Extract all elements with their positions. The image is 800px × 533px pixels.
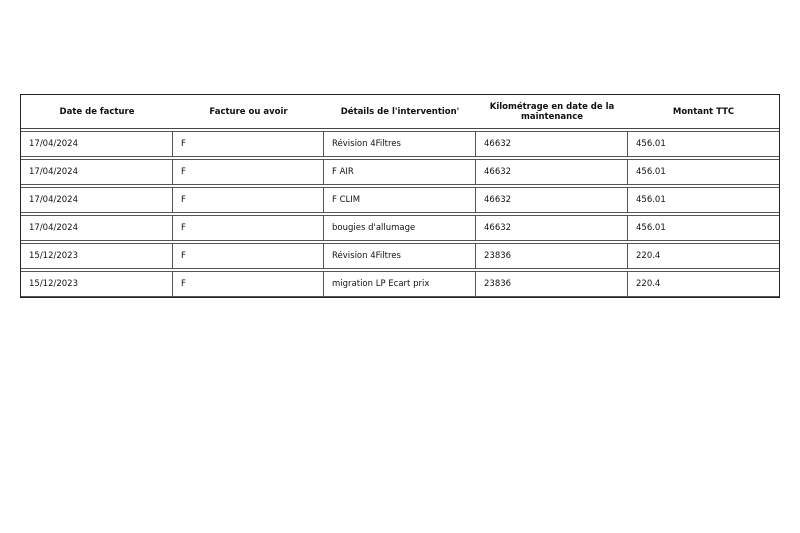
cell-type: F <box>173 216 324 240</box>
header-date: Date de facture <box>59 106 135 117</box>
cell-details: F CLIM <box>324 188 476 212</box>
cell-date: 17/04/2024 <box>21 160 173 184</box>
cell-details: bougies d'allumage <box>324 216 476 240</box>
cell-amount: 220.4 <box>636 279 661 289</box>
cell-type: F <box>173 272 324 296</box>
header-amount: Montant TTC <box>672 106 735 117</box>
header-details: Détails de l'intervention' <box>340 106 460 117</box>
cell-type: F <box>173 244 324 268</box>
cell-date: 15/12/2023 <box>21 244 173 268</box>
cell-mileage: 23836 <box>476 272 628 296</box>
cell-amount: 456.01 <box>636 139 666 149</box>
table-header-row: Date de facture Facture ou avoir Détails… <box>21 95 779 129</box>
header-type: Facture ou avoir <box>209 106 288 117</box>
cell-mileage: 23836 <box>476 244 628 268</box>
cell-mileage: 46632 <box>476 132 628 156</box>
cell-type: F <box>173 132 324 156</box>
header-mileage: Kilométrage en date de la maintenance <box>489 101 615 122</box>
cell-mileage: 46632 <box>476 188 628 212</box>
cell-date: 17/04/2024 <box>21 216 173 240</box>
cell-type: F <box>173 188 324 212</box>
cell-mileage: 46632 <box>476 216 628 240</box>
cell-details: Révision 4Filtres <box>324 132 476 156</box>
table-row: 17/04/2024 F F CLIM 46632 456.01 <box>21 187 779 213</box>
cell-date: 17/04/2024 <box>21 188 173 212</box>
table-row: 17/04/2024 F F AIR 46632 456.01 <box>21 159 779 185</box>
table-row: 15/12/2023 F Révision 4Filtres 23836 220.4 <box>21 243 779 269</box>
cell-amount: 456.01 <box>636 223 666 233</box>
table-row: 17/04/2024 F Révision 4Filtres 46632 456.01 <box>21 131 779 157</box>
cell-date: 15/12/2023 <box>21 272 173 296</box>
cell-details: Révision 4Filtres <box>324 244 476 268</box>
cell-type: F <box>173 160 324 184</box>
cell-mileage: 46632 <box>476 160 628 184</box>
cell-date: 17/04/2024 <box>21 132 173 156</box>
cell-amount: 456.01 <box>636 195 666 205</box>
maintenance-table: Date de facture Facture ou avoir Détails… <box>20 94 780 298</box>
cell-details: migration LP Ecart prix <box>324 272 476 296</box>
cell-details: F AIR <box>324 160 476 184</box>
cell-amount: 456.01 <box>636 167 666 177</box>
cell-amount: 220.4 <box>636 251 661 261</box>
